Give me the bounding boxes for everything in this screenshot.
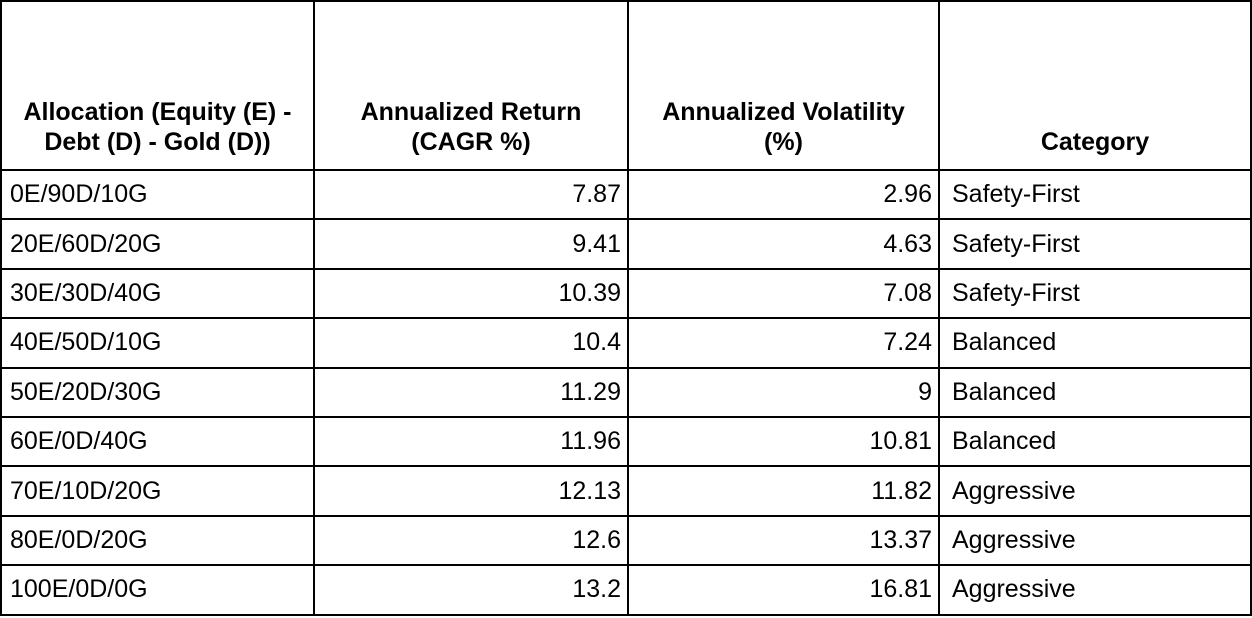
- annualized-volatility-cell: 16.81: [627, 564, 940, 616]
- annualized-return-cell: 11.96: [313, 415, 629, 468]
- allocation-cell: 100E/0D/0G: [0, 564, 315, 616]
- annualized-return-cell: 12.6: [313, 514, 629, 567]
- table-header-row: Allocation (Equity (E) - Debt (D) - Gold…: [0, 0, 1252, 171]
- category-cell: Safety-First: [938, 267, 1252, 320]
- annualized-return-cell: 13.2: [313, 564, 629, 616]
- table-row: 50E/20D/30G 11.29 9 Balanced: [0, 366, 1252, 418]
- category-cell: Safety-First: [938, 168, 1252, 221]
- category-cell: Aggressive: [938, 564, 1252, 616]
- annualized-volatility-cell: 4.63: [627, 218, 940, 270]
- annualized-return-cell: 11.29: [313, 366, 629, 418]
- annualized-return-cell: 12.13: [313, 465, 629, 517]
- allocation-cell: 80E/0D/20G: [0, 514, 315, 567]
- annualized-volatility-cell: 2.96: [627, 168, 940, 221]
- table-row: 0E/90D/10G 7.87 2.96 Safety-First: [0, 168, 1252, 221]
- category-cell: Aggressive: [938, 465, 1252, 517]
- allocation-cell: 70E/10D/20G: [0, 465, 315, 517]
- category-cell: Balanced: [938, 366, 1252, 418]
- annualized-volatility-cell: 9: [627, 366, 940, 418]
- table-row: 100E/0D/0G 13.2 16.81 Aggressive: [0, 564, 1252, 616]
- category-cell: Safety-First: [938, 218, 1252, 270]
- allocation-cell: 20E/60D/20G: [0, 218, 315, 270]
- annualized-return-cell: 10.39: [313, 267, 629, 320]
- category-cell: Aggressive: [938, 514, 1252, 567]
- annualized-volatility-cell: 7.08: [627, 267, 940, 320]
- table-row: 60E/0D/40G 11.96 10.81 Balanced: [0, 415, 1252, 468]
- annualized-return-cell: 9.41: [313, 218, 629, 270]
- annualized-return-cell: 10.4: [313, 317, 629, 369]
- annualized-volatility-cell: 11.82: [627, 465, 940, 517]
- annualized-volatility-cell: 10.81: [627, 415, 940, 468]
- annualized-return-cell: 7.87: [313, 168, 629, 221]
- allocation-cell: 40E/50D/10G: [0, 317, 315, 369]
- allocation-cell: 60E/0D/40G: [0, 415, 315, 468]
- table-row: 20E/60D/20G 9.41 4.63 Safety-First: [0, 218, 1252, 270]
- allocation-cell: 30E/30D/40G: [0, 267, 315, 320]
- annualized-volatility-cell: 13.37: [627, 514, 940, 567]
- header-cell-annualized-return: Annualized Return (CAGR %): [313, 0, 629, 171]
- table-row: 40E/50D/10G 10.4 7.24 Balanced: [0, 317, 1252, 369]
- annualized-volatility-cell: 7.24: [627, 317, 940, 369]
- allocation-cell: 0E/90D/10G: [0, 168, 315, 221]
- category-cell: Balanced: [938, 317, 1252, 369]
- table-row: 80E/0D/20G 12.6 13.37 Aggressive: [0, 514, 1252, 567]
- table-row: 70E/10D/20G 12.13 11.82 Aggressive: [0, 465, 1252, 517]
- header-cell-allocation: Allocation (Equity (E) - Debt (D) - Gold…: [0, 0, 315, 171]
- category-cell: Balanced: [938, 415, 1252, 468]
- table-row: 30E/30D/40G 10.39 7.08 Safety-First: [0, 267, 1252, 320]
- header-cell-category: Category: [938, 0, 1252, 171]
- header-cell-annualized-volatility: Annualized Volatility (%): [627, 0, 940, 171]
- table-body: 0E/90D/10G 7.87 2.96 Safety-First 20E/60…: [0, 168, 1252, 616]
- allocation-cell: 50E/20D/30G: [0, 366, 315, 418]
